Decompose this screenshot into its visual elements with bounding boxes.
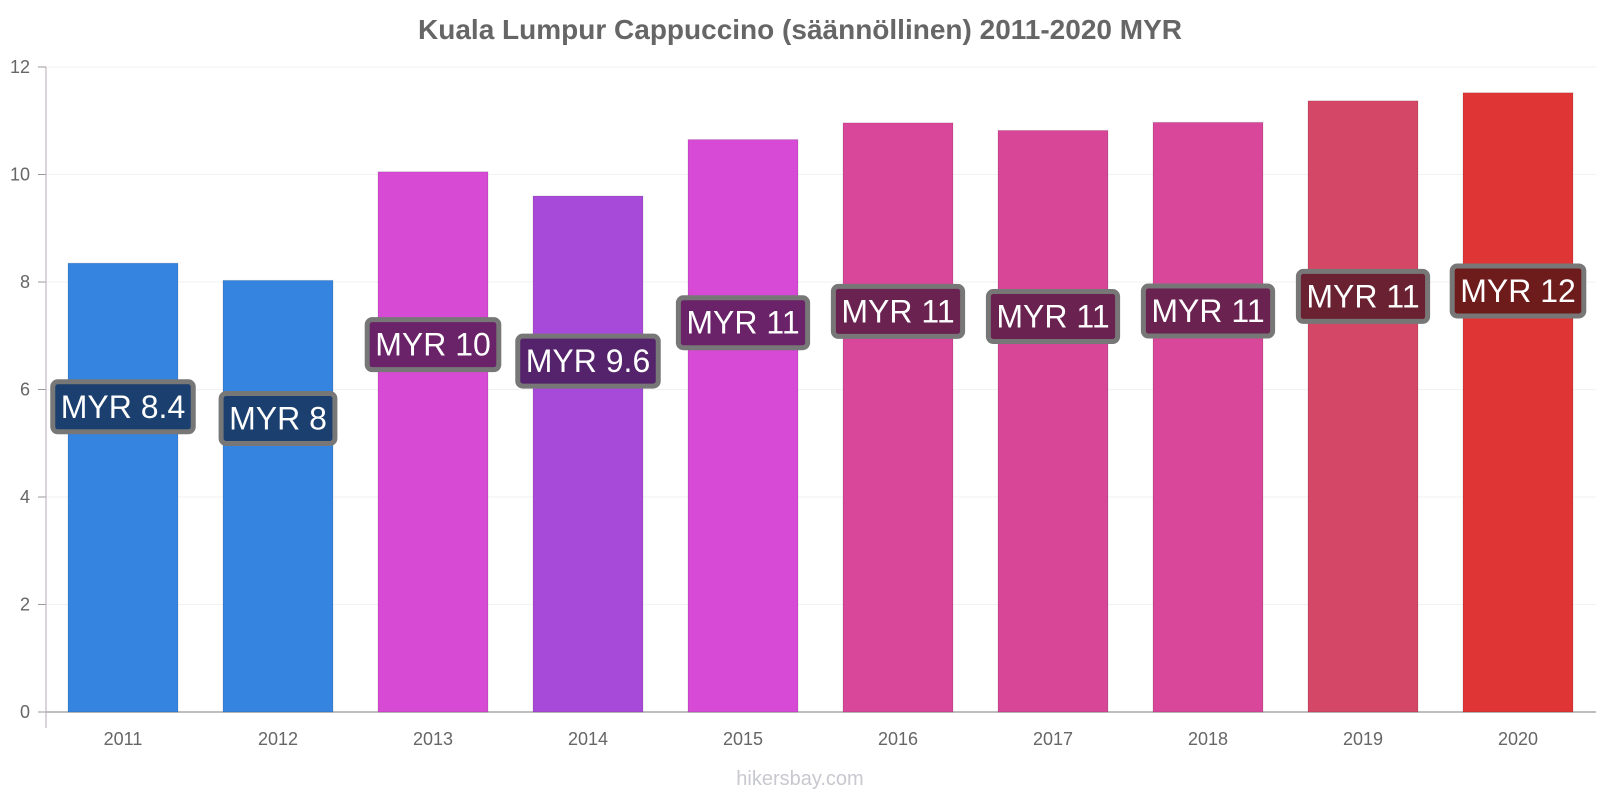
x-tick-label: 2015 (723, 729, 763, 749)
data-label-text: MYR 8 (229, 401, 327, 437)
data-label-2016: MYR 11 (830, 283, 966, 339)
x-tick-label: 2012 (258, 729, 298, 749)
y-tick-labels: 0 2 4 6 8 10 12 (10, 57, 30, 722)
bar-2017 (997, 129, 1109, 713)
data-label-2019: MYR 11 (1295, 268, 1431, 324)
watermark: hikersbay.com (736, 768, 864, 790)
x-tick-label: 2017 (1033, 729, 1073, 749)
data-label-box (1295, 268, 1431, 324)
data-label-text: MYR 11 (996, 299, 1109, 335)
data-label-text: MYR 12 (1460, 273, 1576, 309)
x-tick-label: 2019 (1343, 729, 1383, 749)
data-label-2012: MYR 8 (218, 391, 338, 447)
data-label-2011: MYR 8.4 (50, 379, 196, 435)
data-label-text: MYR 11 (841, 293, 954, 329)
data-label-text: MYR 11 (1151, 293, 1264, 329)
data-label-box (218, 391, 338, 447)
data-label-2017: MYR 11 (985, 289, 1121, 345)
y-tick-label: 10 (10, 165, 30, 185)
data-labels: MYR 8.4 MYR 8 MYR 10 MYR 9.6 MYR 11 MYR 11 MYR… (50, 263, 1587, 447)
y-tick-label: 2 (20, 595, 30, 615)
bar-2012 (222, 279, 334, 713)
data-label-box (1449, 263, 1587, 319)
y-tick-label: 4 (20, 487, 30, 507)
data-label-box (50, 379, 196, 435)
x-tick-label: 2018 (1188, 729, 1228, 749)
data-label-2020: MYR 12 (1449, 263, 1587, 319)
data-label-text: MYR 9.6 (526, 343, 650, 379)
data-label-box (985, 289, 1121, 345)
bar-2020 (1462, 92, 1574, 713)
x-tick-label: 2011 (104, 729, 143, 749)
bar-2014 (532, 195, 644, 713)
x-tick-label: 2014 (568, 729, 608, 749)
data-label-2014: MYR 9.6 (515, 333, 661, 389)
x-tick-label: 2016 (878, 729, 918, 749)
data-label-box (364, 317, 502, 373)
bar-2015 (687, 139, 799, 713)
x-tick-label: 2020 (1498, 729, 1538, 749)
data-label-2018: MYR 11 (1140, 283, 1276, 339)
data-label-box (1140, 283, 1276, 339)
data-label-2015: MYR 11 (675, 295, 811, 351)
x-tick-label: 2013 (413, 729, 453, 749)
x-tick-labels: 2011 2012 2013 2014 2015 2016 2017 2018 2019 2020 (104, 729, 1538, 749)
data-label-text: MYR 11 (1306, 278, 1419, 314)
data-label-text: MYR 11 (686, 305, 799, 341)
data-label-2013: MYR 10 (364, 317, 502, 373)
bar-2016 (842, 122, 954, 713)
chart-title: Kuala Lumpur Cappuccino (säännöllinen) 2… (418, 14, 1182, 45)
y-tick-label: 8 (20, 272, 30, 292)
data-label-text: MYR 8.4 (61, 389, 185, 425)
y-tick-label: 0 (20, 702, 30, 722)
bar-2018 (1152, 121, 1264, 713)
bar-2011 (67, 262, 179, 713)
data-label-text: MYR 10 (375, 327, 491, 363)
bar-2013 (377, 171, 489, 713)
data-label-box (830, 283, 966, 339)
y-tick-label: 12 (10, 57, 30, 77)
bar-2019 (1307, 100, 1419, 713)
data-label-box (675, 295, 811, 351)
y-tick-label: 6 (20, 380, 30, 400)
data-label-box (515, 333, 661, 389)
bars (67, 92, 1574, 713)
